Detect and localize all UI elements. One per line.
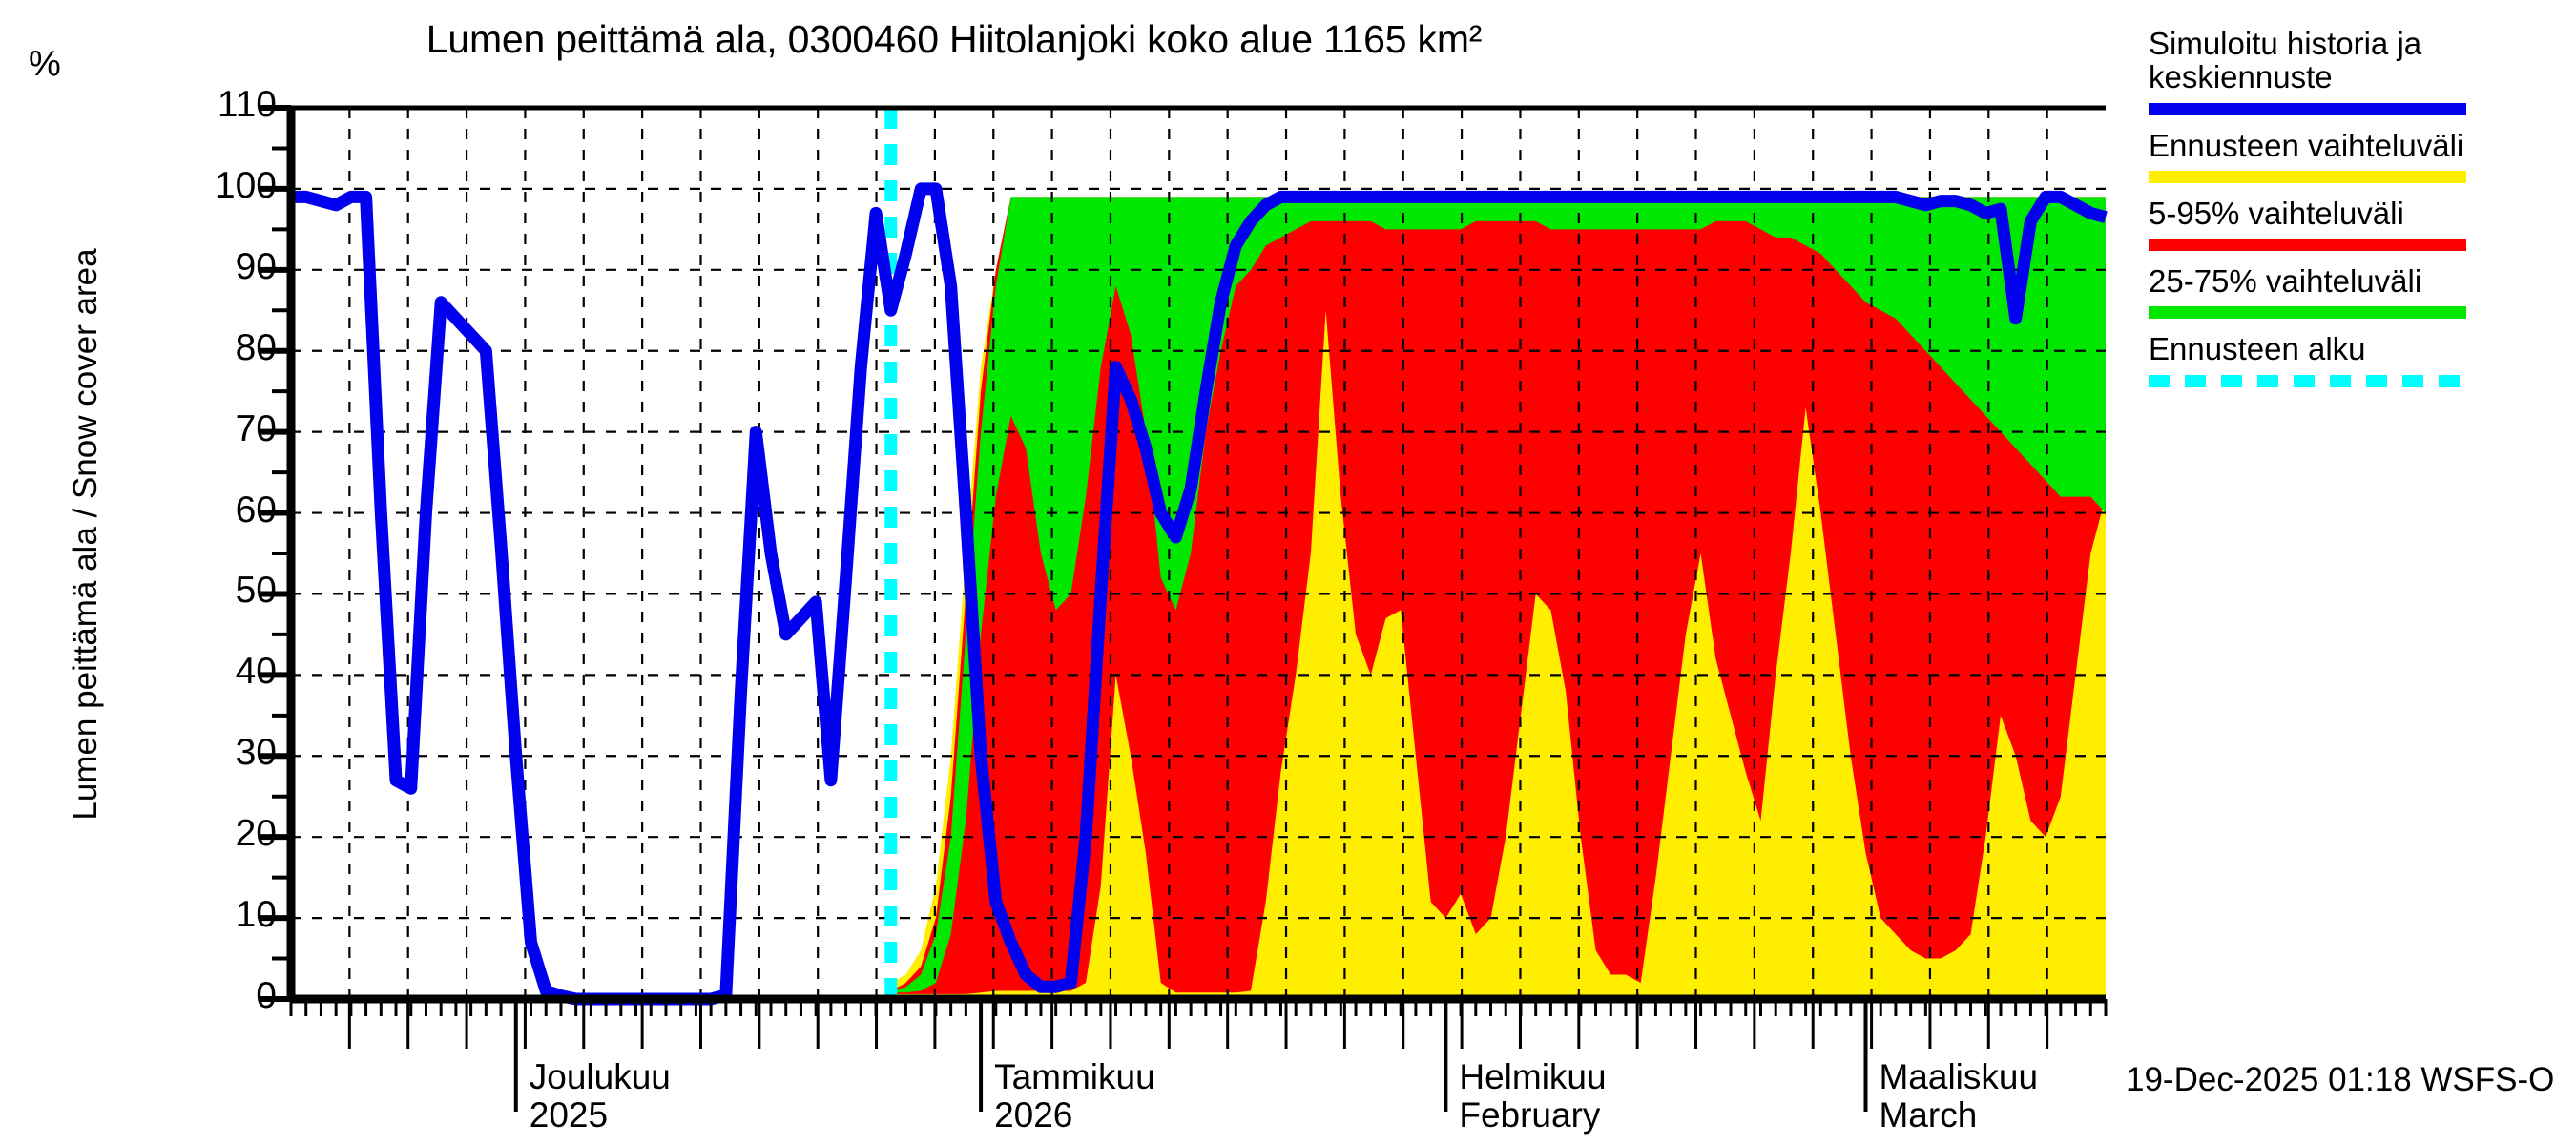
legend-item-range-25-75: 25-75% vaihteluväli — [2149, 263, 2568, 320]
y-axis-unit: % — [29, 44, 61, 84]
page-title: Lumen peittämä ala, 0300460 Hiitolanjoki… — [426, 17, 1483, 61]
x-tick-label-en: February — [1459, 1094, 1601, 1135]
y-tick-label: 30 — [235, 732, 277, 774]
chart-legend: Simuloitu historia ja keskiennuste Ennuste… — [2149, 27, 2568, 401]
y-tick-label: 100 — [214, 164, 277, 206]
y-tick-label: 10 — [235, 894, 277, 936]
band-25-75 — [890, 197, 2107, 993]
legend-item-forecast-range: Ennusteen vaihteluväli — [2149, 127, 2568, 183]
x-tick-label-fi: Helmikuu — [1459, 1057, 1607, 1096]
legend-item-simulated-history-mean-forecast: Simuloitu historia ja keskiennuste — [2149, 27, 2568, 115]
legend-label: Ennusteen alku — [2149, 331, 2366, 367]
y-tick-label: 20 — [235, 813, 277, 855]
x-tick-label: Helmikuu February — [1459, 1058, 1606, 1135]
legend-label: 5-95% vaihteluväli — [2149, 195, 2404, 231]
x-tick-label-fi: Tammikuu — [994, 1057, 1155, 1096]
legend-label: Simuloitu historia ja keskiennuste — [2149, 26, 2422, 95]
legend-label: 25-75% vaihteluväli — [2149, 263, 2422, 300]
legend-item-range-5-95: 5-95% vaihteluväli — [2149, 195, 2568, 252]
x-tick-label-en: 2026 — [994, 1094, 1073, 1135]
x-tick-label: Tammikuu 2026 — [994, 1058, 1155, 1135]
legend-item-forecast-start: Ennusteen alku — [2149, 331, 2568, 387]
x-tick-label-fi: Joulukuu — [529, 1057, 671, 1096]
y-tick-label: 90 — [235, 245, 277, 287]
timestamp-stamp: 19-Dec-2025 01:18 WSFS-O — [2126, 1061, 2555, 1098]
legend-swatch-forecast-range — [2149, 170, 2466, 183]
x-tick-label: Maaliskuu March — [1879, 1058, 2038, 1135]
y-tick-label: 40 — [235, 651, 277, 693]
y-tick-label: 50 — [235, 570, 277, 612]
y-tick-label: 110 — [217, 84, 277, 125]
x-tick-label-fi: Maaliskuu — [1879, 1057, 2039, 1096]
legend-swatch-range-5-95 — [2149, 239, 2466, 252]
y-tick-label: 0 — [256, 975, 277, 1016]
y-tick-label: 80 — [235, 326, 277, 368]
x-tick-label-en: 2025 — [529, 1094, 609, 1135]
legend-swatch-range-25-75 — [2149, 306, 2466, 320]
legend-swatch-simulated-history-mean-forecast — [2149, 102, 2466, 115]
legend-swatch-forecast-start — [2149, 374, 2466, 387]
legend-label: Ennusteen vaihteluväli — [2149, 127, 2464, 163]
y-axis-tick-labels: 0 10 20 30 40 50 60 70 80 90 100 110 — [105, 0, 277, 1145]
y-tick-label: 70 — [235, 407, 277, 449]
y-tick-label: 60 — [235, 489, 277, 531]
x-tick-label-en: March — [1879, 1094, 1978, 1135]
x-tick-label: Joulukuu 2025 — [530, 1058, 671, 1135]
